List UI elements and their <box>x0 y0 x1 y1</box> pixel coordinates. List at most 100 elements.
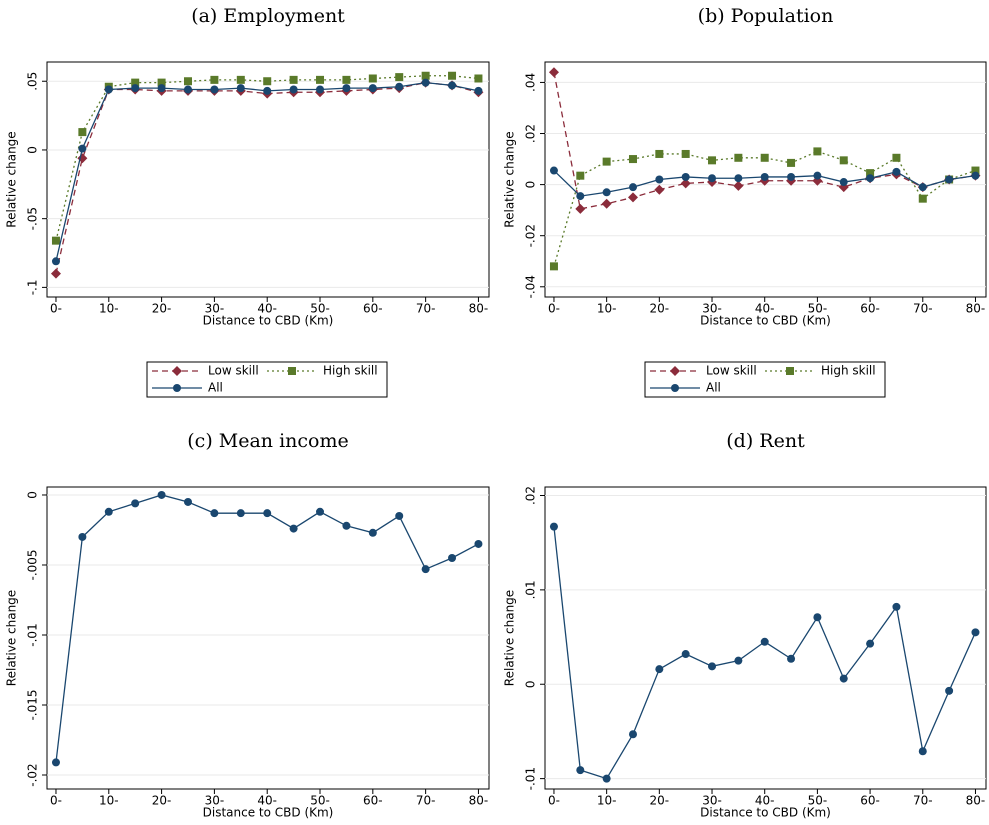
x-axis-label: Distance to CBD (Km) <box>203 314 334 328</box>
x-tick-label: 30- <box>702 302 722 316</box>
marker <box>839 156 848 165</box>
marker <box>474 539 483 548</box>
x-tick-label: 60- <box>363 302 383 316</box>
marker <box>971 628 980 637</box>
marker <box>655 175 664 184</box>
panel-title: (a) Employment <box>191 5 345 27</box>
y-tick-label: -.1 <box>26 279 40 295</box>
legend-label: All <box>706 381 721 395</box>
marker <box>681 650 690 659</box>
marker <box>131 84 140 93</box>
x-tick-label: 50- <box>310 302 330 316</box>
marker <box>289 75 298 84</box>
y-tick-label: -.02 <box>524 224 538 247</box>
x-tick-label: 80- <box>966 794 986 808</box>
y-tick-label: -.01 <box>26 623 40 646</box>
marker <box>263 86 272 95</box>
marker <box>866 639 875 648</box>
x-tick-label: 20- <box>650 302 670 316</box>
marker <box>289 524 298 533</box>
marker <box>316 75 325 84</box>
x-tick-label: 30- <box>702 794 722 808</box>
marker <box>51 236 60 245</box>
x-tick-label: 80- <box>469 302 489 316</box>
marker <box>866 174 875 183</box>
marker <box>342 75 351 84</box>
marker <box>602 774 611 783</box>
x-tick-label: 60- <box>860 794 880 808</box>
marker <box>421 78 430 87</box>
marker <box>681 149 690 158</box>
marker <box>236 75 245 84</box>
marker <box>760 153 769 162</box>
y-axis-label: Relative change <box>503 131 517 227</box>
marker <box>734 153 743 162</box>
legend-marker <box>172 366 182 376</box>
marker <box>892 602 901 611</box>
marker <box>421 71 430 80</box>
x-tick-label: 10- <box>597 794 617 808</box>
marker <box>576 171 585 180</box>
x-tick-label: 30- <box>205 302 225 316</box>
marker <box>104 85 113 94</box>
y-axis-label: Relative change <box>5 590 19 686</box>
panel: (c) Mean income -.02 -.015 -.01 -.005 0 0- 10- 2… <box>5 430 490 820</box>
marker <box>342 521 351 530</box>
x-tick-label: 0- <box>548 794 560 808</box>
marker <box>448 553 457 562</box>
series-line <box>553 72 976 210</box>
legend-marker <box>670 366 680 376</box>
marker <box>681 172 690 181</box>
x-tick-label: 0- <box>50 794 62 808</box>
x-axis-label: Distance to CBD (Km) <box>700 314 831 328</box>
x-tick-label: 40- <box>755 302 775 316</box>
marker <box>157 78 166 87</box>
marker <box>368 74 377 83</box>
marker <box>627 192 638 203</box>
marker <box>945 175 954 184</box>
marker <box>655 665 664 674</box>
y-tick-label: -.02 <box>26 763 40 786</box>
y-tick-label: .04 <box>524 73 538 92</box>
marker <box>787 158 796 167</box>
marker <box>395 82 404 91</box>
legend-label: High skill <box>323 364 378 378</box>
marker <box>210 75 219 84</box>
legend-label: All <box>208 381 223 395</box>
marker <box>549 522 558 531</box>
panel-title: (c) Mean income <box>187 430 348 452</box>
marker <box>760 637 769 646</box>
x-tick-label: 50- <box>310 794 330 808</box>
x-tick-label: 0- <box>548 302 560 316</box>
y-tick-label: 0 <box>524 181 538 189</box>
legend-marker <box>786 367 794 375</box>
marker <box>839 178 848 187</box>
marker <box>971 171 980 180</box>
marker <box>474 74 483 83</box>
x-tick-label: 20- <box>152 302 172 316</box>
marker <box>734 656 743 665</box>
marker <box>628 155 637 164</box>
marker <box>210 509 219 518</box>
marker <box>601 198 612 209</box>
y-tick-label: 0 <box>26 491 40 499</box>
marker <box>813 613 822 622</box>
marker <box>448 81 457 90</box>
marker <box>971 166 980 175</box>
marker <box>813 171 822 180</box>
legend-marker <box>173 384 181 392</box>
marker <box>395 511 404 520</box>
x-tick-label: 80- <box>469 794 489 808</box>
marker <box>236 84 245 93</box>
y-tick-label: 0 <box>524 680 538 688</box>
marker <box>104 507 113 516</box>
marker <box>839 674 848 683</box>
marker <box>866 169 875 178</box>
marker <box>548 67 559 78</box>
y-tick-label: -.05 <box>26 207 40 230</box>
marker <box>708 174 717 183</box>
x-tick-label: 50- <box>808 794 828 808</box>
marker <box>368 84 377 93</box>
legend-box <box>644 361 886 398</box>
